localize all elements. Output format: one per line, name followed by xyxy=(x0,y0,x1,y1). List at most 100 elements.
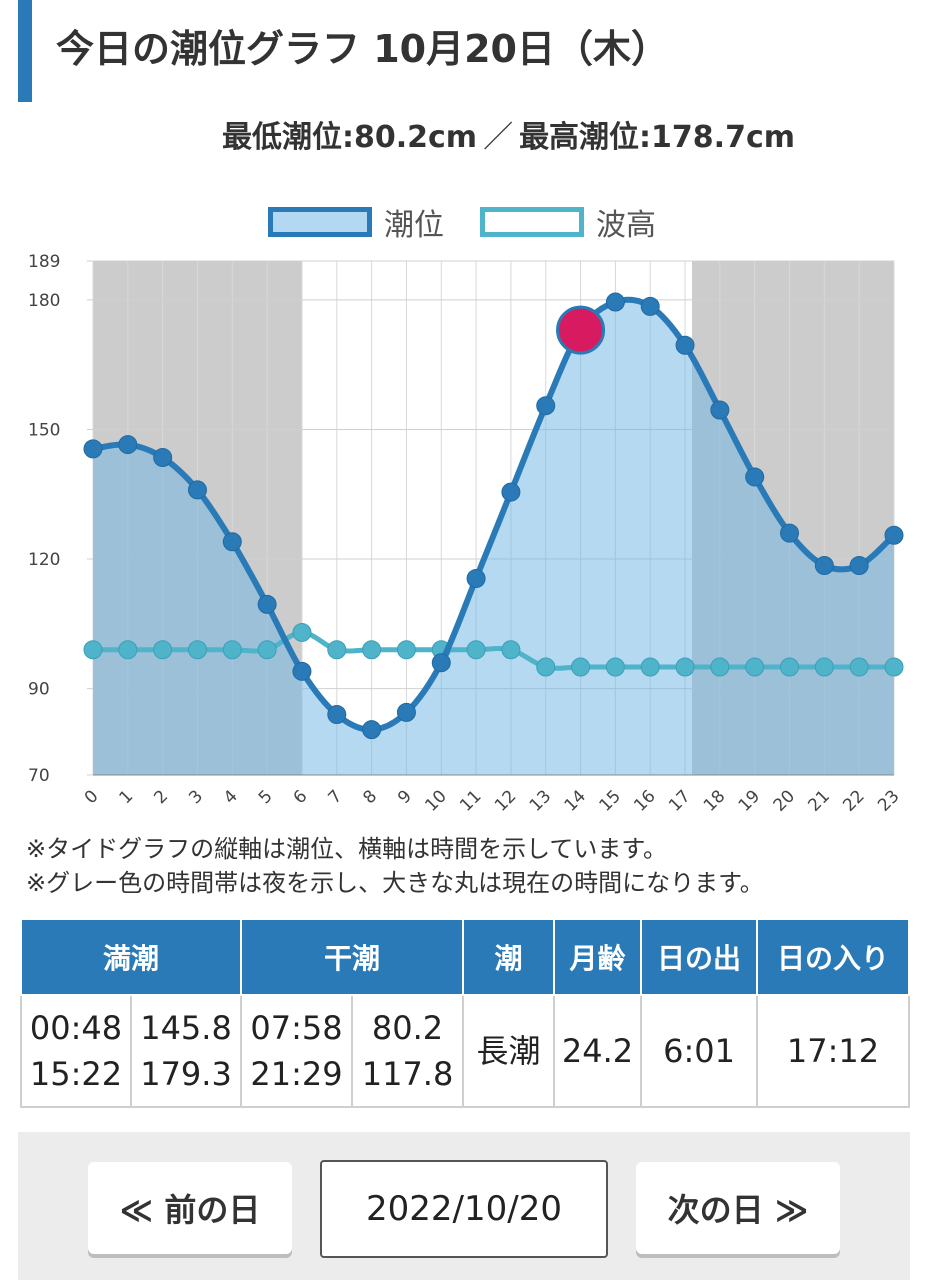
legend-label-wave: 波高 xyxy=(596,208,656,243)
x-tick-label-7: 7 xyxy=(325,786,347,808)
low-tide-time-1: 07:58 xyxy=(250,1009,343,1047)
x-tick-label-11: 11 xyxy=(456,786,485,815)
header-high-tide: 満潮 xyxy=(19,918,243,996)
tide-point-4 xyxy=(222,532,242,552)
wave-point-9 xyxy=(396,640,416,660)
wave-point-18 xyxy=(710,657,730,677)
tide-point-16 xyxy=(640,296,660,316)
min-tide-label: 最低潮位:80.2cm xyxy=(222,120,478,155)
legend-item-tide[interactable]: 潮位 xyxy=(268,200,444,244)
wave-point-19 xyxy=(745,657,765,677)
legend-swatch-wave xyxy=(480,207,584,237)
y-tick-label-90: 90 xyxy=(28,680,50,700)
y-tick-label-150: 150 xyxy=(28,420,60,440)
header-sunrise: 日の出 xyxy=(640,918,759,996)
x-tick-label-2: 2 xyxy=(150,786,172,808)
wave-point-1 xyxy=(118,640,138,660)
tide-point-21 xyxy=(814,556,834,576)
wave-point-12 xyxy=(501,640,521,660)
y-tick-label-120: 120 xyxy=(28,550,60,570)
x-tick-label-4: 4 xyxy=(220,786,242,808)
wave-point-6 xyxy=(292,622,312,642)
wave-point-14 xyxy=(571,657,591,677)
tide-point-8 xyxy=(362,720,382,740)
x-tick-label-14: 14 xyxy=(561,786,590,815)
tide-table-header-row: 満潮 干潮 潮 月齢 日の出 日の入り xyxy=(19,918,911,996)
header-sunset: 日の入り xyxy=(756,918,911,996)
x-tick-label-10: 10 xyxy=(421,786,450,815)
x-tick-label-3: 3 xyxy=(185,786,207,808)
tide-point-20 xyxy=(780,523,800,543)
high-tide-times: 00:48 15:22 xyxy=(20,994,132,1108)
header-low-tide: 干潮 xyxy=(240,918,465,996)
chart-note-night: ※グレー色の時間帯は夜を示し、大きな丸は現在の時間になります。 xyxy=(26,869,764,897)
y-tick-label-189: 189 xyxy=(28,252,60,272)
wave-point-5 xyxy=(257,640,277,660)
wave-point-16 xyxy=(640,657,660,677)
legend-item-wave[interactable]: 波高 xyxy=(480,200,656,244)
tide-point-0 xyxy=(83,439,103,459)
wave-point-11 xyxy=(466,640,486,660)
date-navigation: ≪ 前の日 2022/10/20 次の日 ≫ xyxy=(18,1132,910,1280)
tide-point-22 xyxy=(849,556,869,576)
x-tick-label-12: 12 xyxy=(491,786,520,815)
tide-name-cell: 長潮 xyxy=(462,994,556,1108)
x-tick-label-6: 6 xyxy=(290,786,312,808)
y-tick-label-70: 70 xyxy=(28,766,50,786)
low-tide-values: 80.2 117.8 xyxy=(351,994,465,1108)
x-tick-label-20: 20 xyxy=(770,786,799,815)
wave-point-8 xyxy=(362,640,382,660)
high-tide-value-2: 179.3 xyxy=(140,1055,232,1093)
chart-notes: ※タイドグラフの縦軸は潮位、横軸は時間を示しています。 ※グレー色の時間帯は夜を… xyxy=(26,832,764,900)
moon-age-cell: 24.2 xyxy=(553,994,643,1108)
high-tide-time-1: 00:48 xyxy=(29,1009,123,1047)
x-tick-label-9: 9 xyxy=(394,786,416,808)
high-tide-time-2: 15:22 xyxy=(29,1055,123,1093)
wave-point-17 xyxy=(675,657,695,677)
tide-point-18 xyxy=(710,400,730,420)
wave-point-21 xyxy=(814,657,834,677)
page-title: 今日の潮位グラフ 10月20日（木） xyxy=(56,27,669,71)
wave-point-23 xyxy=(884,657,904,677)
header-moon-age: 月齢 xyxy=(553,918,643,996)
tide-point-11 xyxy=(466,568,486,588)
wave-point-2 xyxy=(153,640,173,660)
tide-point-1 xyxy=(118,435,138,455)
sunset-cell: 17:12 xyxy=(756,994,911,1108)
x-tick-label-8: 8 xyxy=(359,786,381,808)
x-tick-label-23: 23 xyxy=(874,786,903,815)
x-tick-label-22: 22 xyxy=(839,786,868,815)
tide-point-7 xyxy=(327,705,347,725)
chart-legend: 潮位 波高 xyxy=(0,196,929,244)
x-tick-label-16: 16 xyxy=(630,786,659,815)
tide-point-2 xyxy=(153,448,173,468)
wave-point-20 xyxy=(780,657,800,677)
tide-table: 満潮 干潮 潮 月齢 日の出 日の入り 00:48 15:22 145.8 17… xyxy=(19,918,911,1108)
tide-point-9 xyxy=(396,702,416,722)
title-accent-bar xyxy=(18,0,32,102)
x-tick-label-17: 17 xyxy=(665,786,694,815)
wave-point-15 xyxy=(605,657,625,677)
wave-point-4 xyxy=(222,640,242,660)
sunrise-cell: 6:01 xyxy=(640,994,759,1108)
low-tide-value-1: 80.2 xyxy=(371,1009,444,1047)
wave-point-22 xyxy=(849,657,869,677)
tide-point-10 xyxy=(431,653,451,673)
x-tick-label-13: 13 xyxy=(526,786,555,815)
current-time-marker xyxy=(556,305,606,355)
date-display[interactable]: 2022/10/20 xyxy=(320,1160,608,1258)
wave-point-0 xyxy=(83,640,103,660)
high-tide-value-1: 145.8 xyxy=(140,1009,232,1047)
max-tide-label: 最高潮位:178.7cm xyxy=(519,120,795,155)
tide-point-17 xyxy=(675,335,695,355)
wave-point-7 xyxy=(327,640,347,660)
chart-note-axes: ※タイドグラフの縦軸は潮位、横軸は時間を示しています。 xyxy=(26,835,667,863)
prev-day-button[interactable]: ≪ 前の日 xyxy=(88,1162,292,1254)
legend-label-tide: 潮位 xyxy=(384,208,444,243)
tide-point-23 xyxy=(884,525,904,545)
x-tick-label-18: 18 xyxy=(700,786,729,815)
next-day-button[interactable]: 次の日 ≫ xyxy=(636,1162,840,1254)
x-tick-label-0: 0 xyxy=(81,786,103,808)
tide-summary: 最低潮位:80.2cm ／最高潮位:178.7cm xyxy=(222,112,795,156)
wave-point-13 xyxy=(536,657,556,677)
